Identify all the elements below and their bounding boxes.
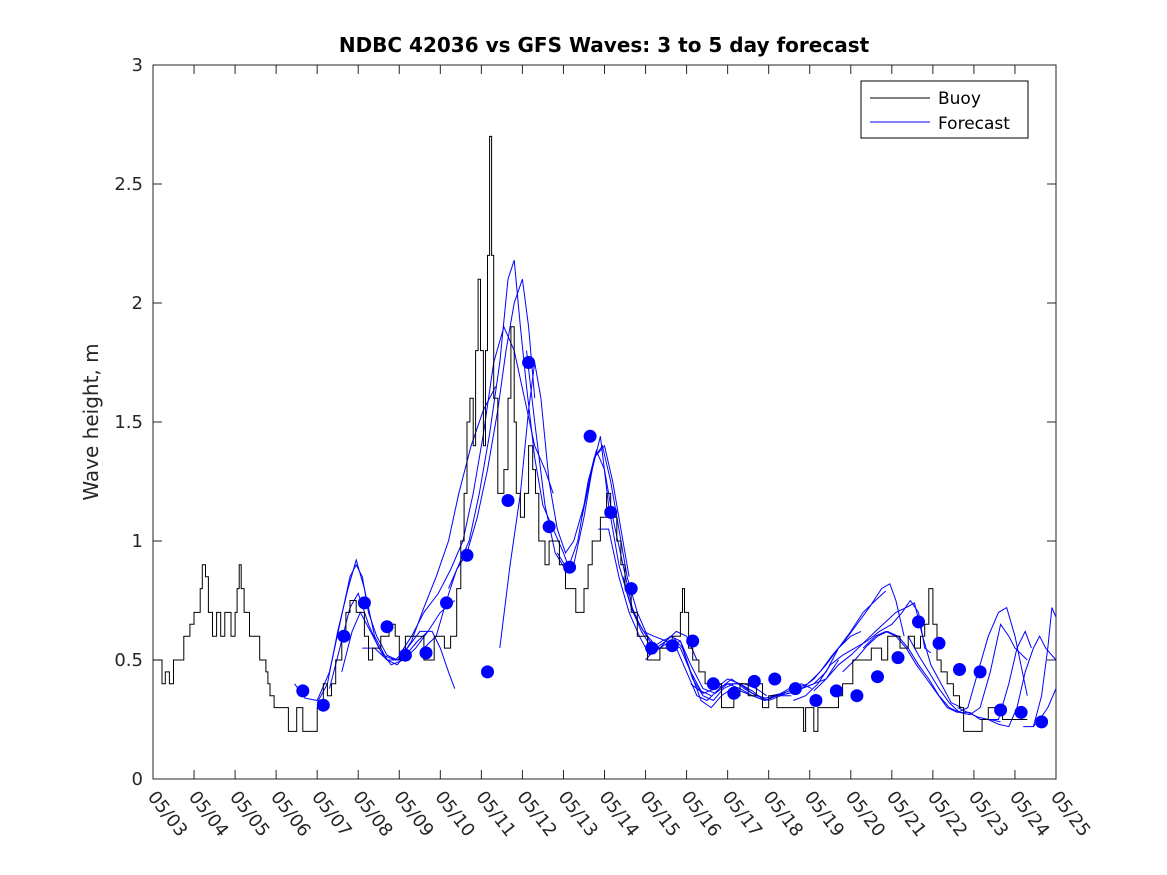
y-tick-label: 2 — [132, 293, 143, 314]
forecast-marker — [316, 698, 330, 712]
forecast-marker — [973, 665, 987, 679]
forecast-marker — [912, 615, 925, 629]
y-tick-label: 3 — [132, 55, 143, 76]
forecast-marker — [932, 636, 946, 650]
buoy-line — [153, 135, 1028, 732]
forecast-line — [1023, 607, 1056, 728]
forecast-line — [813, 602, 962, 709]
forecast-marker — [891, 651, 905, 665]
forecast-marker — [460, 548, 474, 562]
forecast-line — [957, 630, 1032, 720]
forecast-marker — [953, 663, 966, 676]
legend-forecast-label: Forecast — [938, 114, 1010, 134]
y-tick-label: 2.5 — [114, 174, 143, 195]
legend: Buoy Forecast — [860, 80, 1029, 139]
forecast-marker — [481, 665, 494, 679]
axes-box — [152, 64, 1057, 780]
forecast-marker — [624, 582, 638, 596]
forecast-marker — [1035, 715, 1049, 729]
forecast-marker — [809, 694, 823, 707]
forecast-marker — [871, 670, 884, 684]
plot-area: 00.511.522.5305/0305/0405/0505/0605/0705… — [114, 55, 1094, 841]
y-tick-label: 1.5 — [114, 412, 143, 433]
forecast-marker — [440, 596, 453, 610]
forecast-line — [793, 599, 932, 701]
forecast-line — [988, 635, 1056, 728]
forecast-marker — [829, 684, 843, 698]
legend-buoy-label: Buoy — [938, 89, 981, 109]
y-axis-label: Wave height, m — [79, 343, 103, 500]
forecast-marker — [665, 639, 679, 653]
forecast-marker — [583, 429, 597, 443]
forecast-marker — [686, 634, 700, 648]
forecast-marker — [296, 684, 310, 698]
forecast-line — [499, 362, 630, 649]
forecast-marker — [419, 646, 433, 660]
y-tick-label: 0 — [132, 769, 143, 790]
forecast-marker — [788, 682, 802, 696]
forecast-marker — [542, 520, 556, 534]
forecast-marker — [747, 674, 761, 688]
forecast-marker — [850, 689, 864, 703]
forecast-line — [862, 606, 1028, 713]
forecast-line — [739, 590, 887, 702]
forecast-marker — [1014, 705, 1028, 719]
forecast-marker — [398, 648, 412, 662]
forecast-line — [294, 563, 406, 702]
y-tick-label: 0.5 — [114, 650, 143, 671]
forecast-marker — [501, 494, 515, 507]
forecast-marker — [645, 641, 659, 655]
forecast-marker — [522, 356, 536, 369]
forecast-marker — [380, 620, 394, 634]
forecast-marker — [357, 596, 371, 610]
forecast-marker — [706, 677, 720, 691]
forecast-line — [907, 623, 1028, 716]
forecast-marker — [727, 686, 741, 700]
forecast-marker — [768, 672, 782, 686]
series-group — [153, 135, 1056, 732]
forecast-marker — [994, 703, 1008, 717]
legend-box — [860, 80, 1029, 139]
forecast-marker — [337, 629, 351, 643]
chart-title: NDBC 42036 vs GFS Waves: 3 to 5 day fore… — [339, 33, 870, 57]
forecast-marker — [563, 560, 577, 574]
forecast-marker — [604, 505, 618, 519]
y-tick-label: 1 — [132, 531, 143, 552]
